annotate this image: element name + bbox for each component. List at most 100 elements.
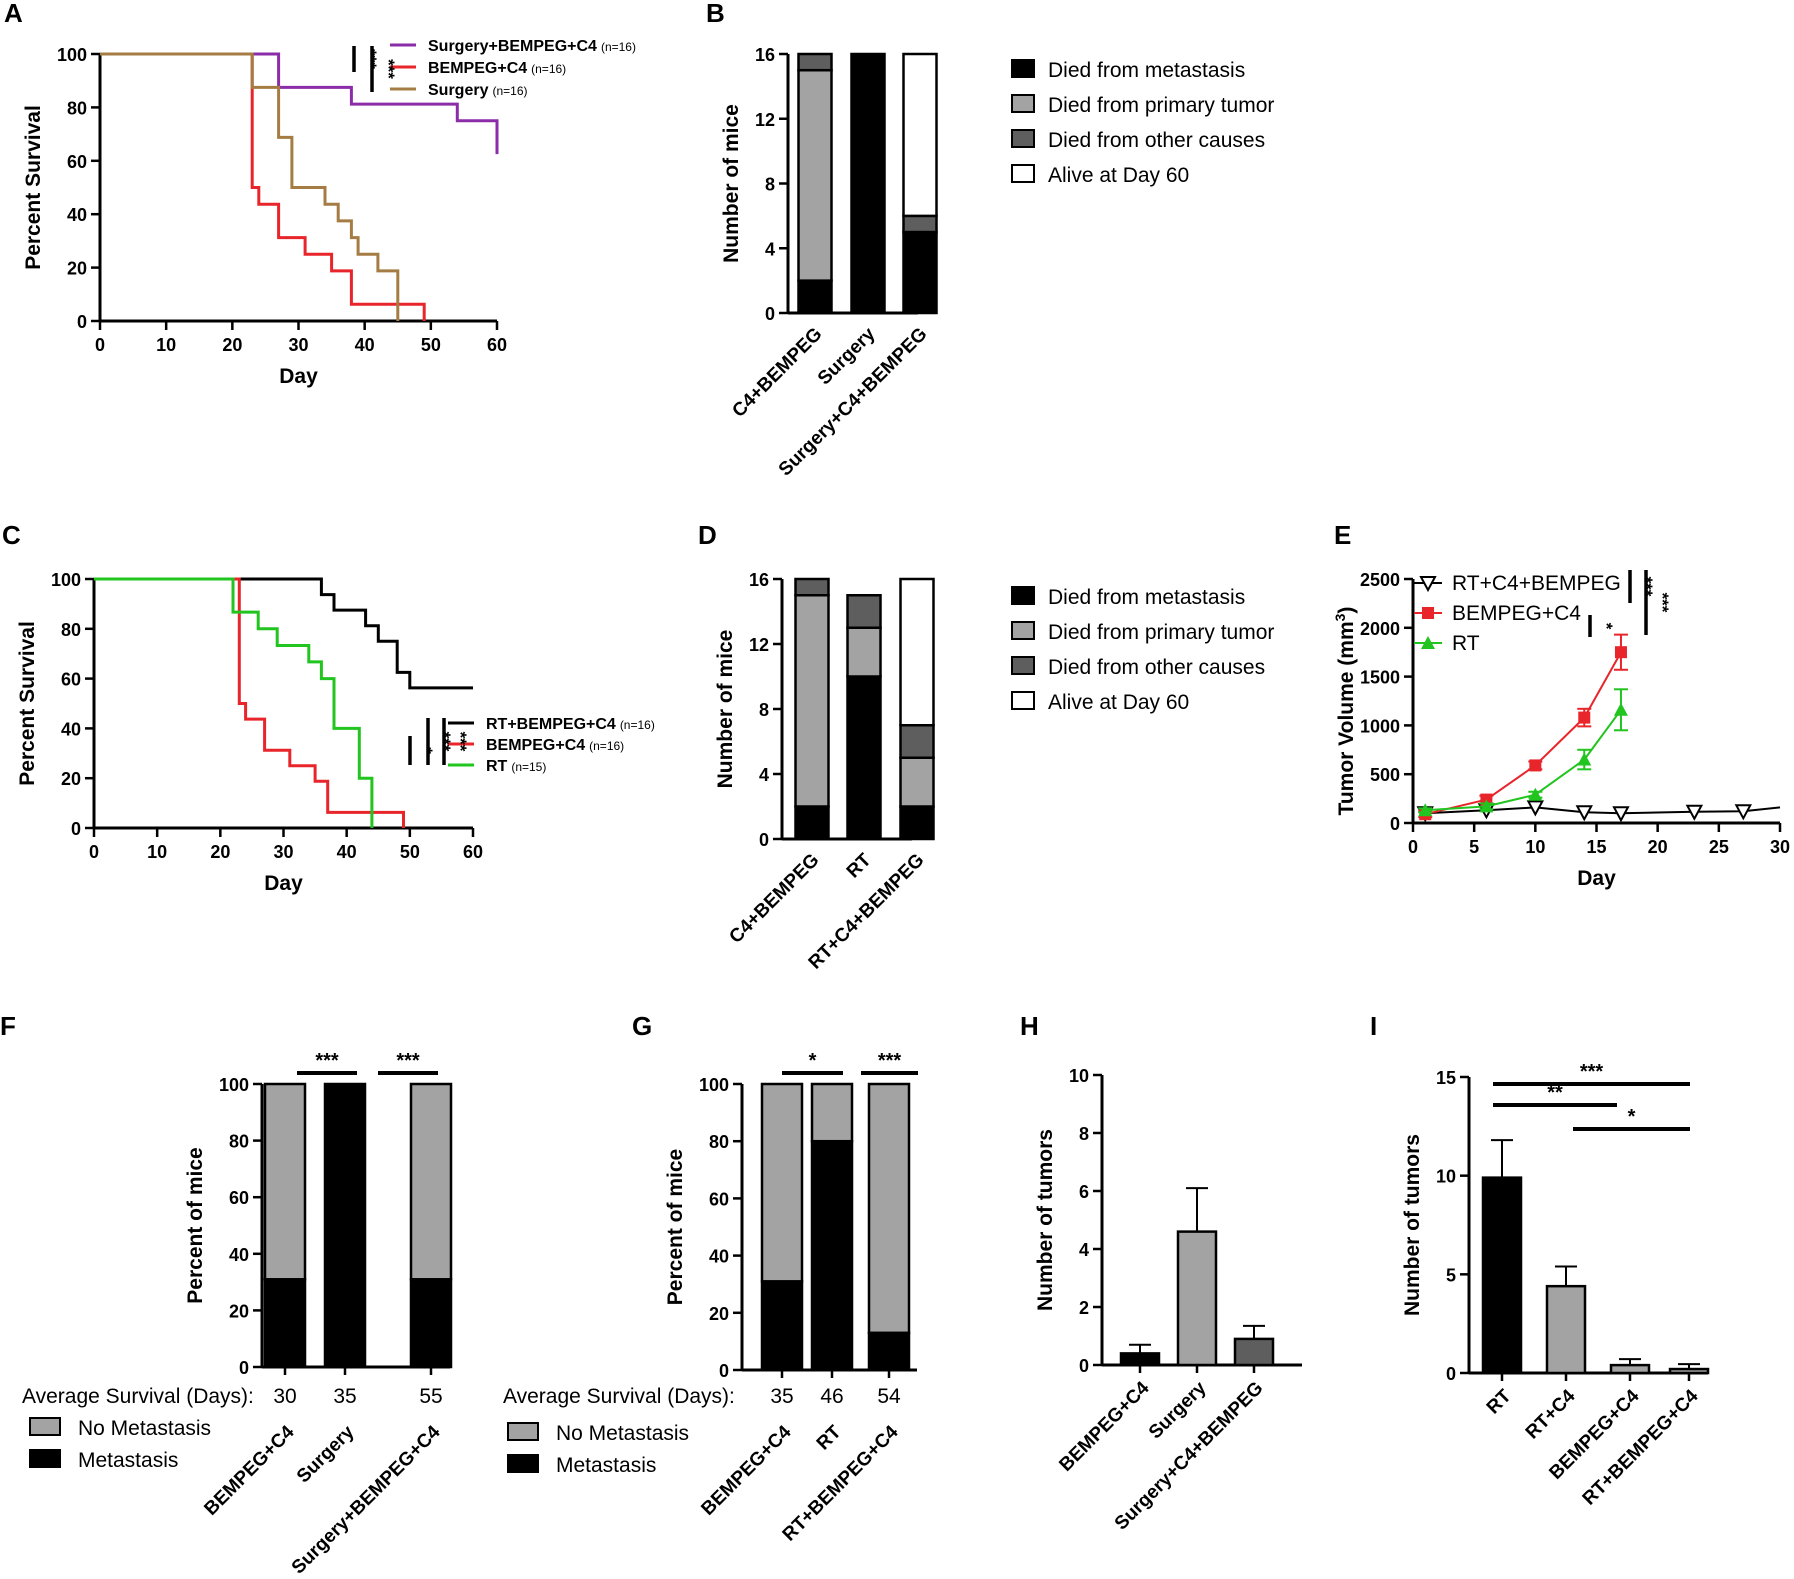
series-line bbox=[1425, 709, 1622, 812]
y-tick-label: 60 bbox=[67, 152, 87, 172]
data-point-marker bbox=[1422, 607, 1434, 619]
y-tick-label: 4 bbox=[765, 239, 775, 259]
bar-segment bbox=[846, 594, 882, 629]
legend-label: Died from primary tumor bbox=[1048, 94, 1274, 117]
legend-n-label: (n=16) bbox=[589, 739, 624, 753]
bar-segment bbox=[263, 1082, 307, 1281]
y-tick-label: 40 bbox=[709, 1247, 729, 1267]
legend-swatch bbox=[1011, 656, 1035, 675]
significance-label: * bbox=[809, 1050, 817, 1072]
y-tick-label: 0 bbox=[759, 830, 769, 850]
significance-label: * bbox=[1628, 1106, 1636, 1128]
y-tick-label: 8 bbox=[759, 700, 769, 720]
x-tick-label: 15 bbox=[1586, 837, 1606, 857]
panel-letter: G bbox=[632, 1011, 652, 1041]
bar-segment bbox=[797, 68, 833, 282]
legend-label: Died from metastasis bbox=[1048, 586, 1245, 609]
y-tick-label: 100 bbox=[219, 1075, 249, 1095]
bar-segment bbox=[899, 805, 935, 841]
bar-segment bbox=[899, 756, 935, 808]
y-tick-label: 0 bbox=[71, 819, 81, 839]
legend-label: Died from metastasis bbox=[1048, 59, 1245, 82]
y-tick-label: 0 bbox=[77, 312, 87, 332]
x-axis-title: Day bbox=[279, 365, 318, 388]
significance-label: *** bbox=[878, 1050, 902, 1072]
x-tick-label: 50 bbox=[400, 842, 420, 862]
x-tick-label: 20 bbox=[222, 335, 242, 355]
y-tick-label: 20 bbox=[709, 1304, 729, 1324]
y-tick-label: 20 bbox=[67, 259, 87, 279]
legend-swatch bbox=[1011, 691, 1035, 710]
data-point-marker bbox=[1734, 804, 1752, 821]
y-tick-label: 100 bbox=[51, 570, 81, 590]
significance-label: *** bbox=[451, 732, 470, 752]
x-tick-label: 30 bbox=[288, 335, 308, 355]
bar bbox=[1233, 1337, 1275, 1367]
x-tick-label: 0 bbox=[89, 842, 99, 862]
legend-n-label: (n=15) bbox=[511, 760, 546, 774]
x-tick-label: 60 bbox=[487, 335, 507, 355]
bar-segment bbox=[760, 1280, 804, 1372]
legend-label: BEMPEG+C4 bbox=[1452, 602, 1581, 625]
data-point-marker bbox=[1526, 800, 1545, 817]
bar-segment bbox=[902, 52, 938, 218]
y-tick-label: 0 bbox=[765, 304, 775, 324]
bar-segment bbox=[902, 230, 938, 315]
bar-segment bbox=[810, 1139, 854, 1372]
y-tick-label: 8 bbox=[765, 175, 775, 195]
x-tick-label: 40 bbox=[355, 335, 375, 355]
legend-label: RT+C4+BEMPEG bbox=[1452, 572, 1621, 595]
data-point-marker bbox=[1577, 752, 1592, 766]
bar bbox=[1176, 1230, 1218, 1367]
average-survival-value: 35 bbox=[770, 1385, 793, 1408]
x-tick-label: 10 bbox=[156, 335, 176, 355]
km-curve-surgery bbox=[100, 52, 400, 321]
km-curve-bempeg-c4 bbox=[100, 52, 426, 321]
x-category-label: RT+BEMPEG+C4 bbox=[1579, 1385, 1703, 1509]
y-tick-label: 15 bbox=[1436, 1068, 1456, 1088]
y-tick-label: 100 bbox=[699, 1075, 729, 1095]
data-point-marker bbox=[1419, 576, 1437, 593]
x-category-label: BEMPEG+C4 bbox=[1055, 1377, 1153, 1475]
significance-label: *** bbox=[1580, 1061, 1604, 1083]
x-axis-title: Day bbox=[264, 872, 303, 895]
km-curve-surgery-bempeg-c4 bbox=[100, 52, 499, 155]
y-tick-label: 2 bbox=[1079, 1298, 1089, 1318]
panel-E: E 0 500 1000 1500 2000 2500 0 5 10 15 20 25 30 Day Tumo… bbox=[1332, 520, 1790, 890]
panel-C: C 0 20 40 60 80 100 0 10 20 30 40 50 60 Day Percent Sur… bbox=[2, 520, 655, 895]
panel-letter: E bbox=[1334, 520, 1351, 550]
y-tick-label: 4 bbox=[1079, 1240, 1089, 1260]
series-line bbox=[1425, 806, 1781, 815]
x-tick-label: 0 bbox=[95, 335, 105, 355]
data-point-marker bbox=[1479, 799, 1494, 813]
panel-G: G 0 20 40 60 80 100 Percent of mice 35 BEMPEG+C4 4… bbox=[503, 1011, 918, 1546]
x-tick-label: 10 bbox=[1525, 837, 1545, 857]
x-tick-label: 5 bbox=[1469, 837, 1479, 857]
x-tick-label: 20 bbox=[1648, 837, 1668, 857]
y-tick-label: 4 bbox=[759, 765, 769, 785]
panel-letter: B bbox=[706, 0, 725, 28]
x-tick-label: 10 bbox=[147, 842, 167, 862]
x-tick-label: 40 bbox=[337, 842, 357, 862]
y-tick-label: 16 bbox=[755, 45, 775, 65]
panel-letter: C bbox=[2, 520, 21, 550]
y-axis-title: Number of mice bbox=[714, 630, 737, 789]
y-tick-label: 80 bbox=[61, 620, 81, 640]
data-point-marker bbox=[1614, 646, 1627, 659]
y-axis-title-close: ) bbox=[1335, 607, 1358, 614]
legend-label: Metastasis bbox=[556, 1454, 656, 1477]
y-tick-label: 0 bbox=[239, 1358, 249, 1378]
legend-label: Surgery (n=16) bbox=[428, 82, 528, 99]
bar-segment bbox=[794, 577, 830, 597]
data-point-marker bbox=[1612, 806, 1630, 823]
x-category-label: RT bbox=[843, 849, 876, 882]
bar-segment bbox=[409, 1082, 453, 1281]
legend-n-label: (n=16) bbox=[531, 62, 566, 76]
y-axis-title: Percent of mice bbox=[184, 1147, 207, 1303]
legend-label: Died from other causes bbox=[1048, 656, 1265, 679]
bar bbox=[1609, 1363, 1651, 1375]
legend-n-label: (n=16) bbox=[492, 84, 527, 98]
series-line bbox=[1424, 651, 1622, 816]
